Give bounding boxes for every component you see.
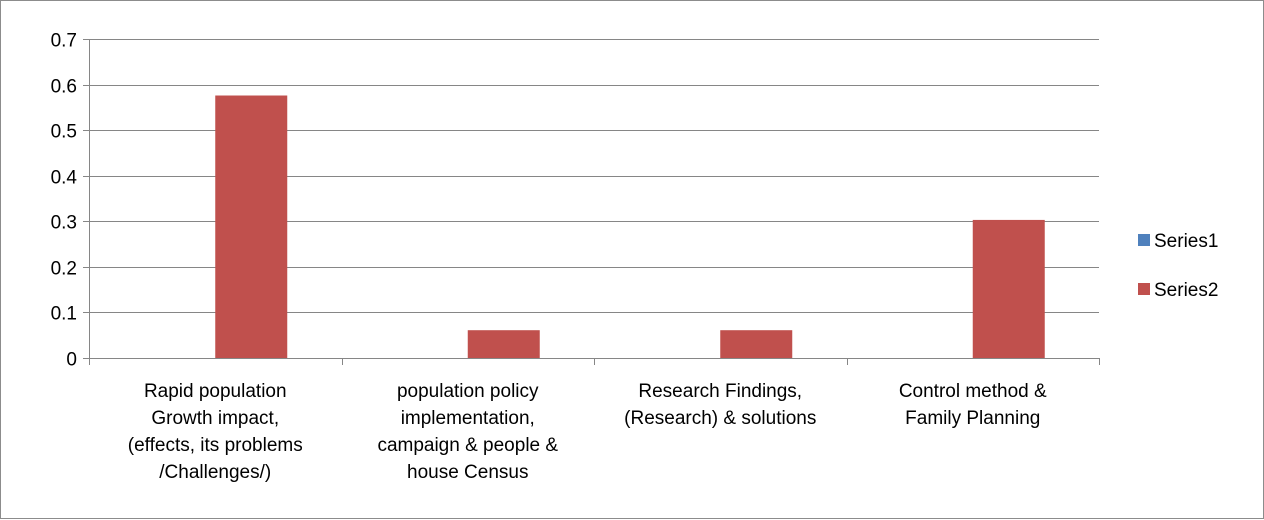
x-category-label-line: (Research) & solutions <box>624 408 816 429</box>
legend-swatch-series1 <box>1138 234 1150 246</box>
y-tick-label: 0.4 <box>51 168 78 189</box>
x-category-label-line: Family Planning <box>905 408 1040 429</box>
x-category-label: Control method & Family Planning <box>899 381 1047 429</box>
bar-series2-2 <box>467 330 540 358</box>
x-category-label-line: house Census <box>407 462 528 483</box>
y-tick-label: 0 <box>66 350 77 371</box>
x-category-label-line: population policy <box>397 381 539 402</box>
bar-series2-3 <box>720 330 793 358</box>
y-tick-label: 0.7 <box>51 31 77 52</box>
x-category-label-line: Growth impact, <box>151 408 279 429</box>
x-category-label: population policy implementation, campaign… <box>377 381 558 483</box>
x-category-label-line: Rapid population <box>144 381 287 402</box>
y-tick-label: 0.3 <box>51 213 77 234</box>
x-category-label-line: (effects, its problems <box>128 435 303 456</box>
y-tick-label: 0.1 <box>51 304 77 325</box>
x-category-label: Research Findings, (Research) & solutions <box>624 381 816 429</box>
legend-label-series2: Series2 <box>1154 280 1218 301</box>
bar-series2-1 <box>215 95 288 358</box>
x-category-label-line: implementation, <box>401 408 535 429</box>
y-tick-label: 0.5 <box>51 122 77 143</box>
x-category-label-line: campaign & people & <box>377 435 558 456</box>
legend-label-series1: Series1 <box>1154 231 1218 252</box>
y-tick-label: 0.6 <box>51 77 77 98</box>
x-category-label-line: Control method & <box>899 381 1047 402</box>
bar-series2-4 <box>972 219 1045 358</box>
x-category-label-line: Research Findings, <box>638 381 802 402</box>
legend-swatch-series2 <box>1138 283 1150 295</box>
x-category-label: Rapid population Growth impact, (effects, … <box>128 381 303 483</box>
x-category-label-line: /Challenges/) <box>159 462 271 483</box>
y-tick-label: 0.2 <box>51 259 77 280</box>
